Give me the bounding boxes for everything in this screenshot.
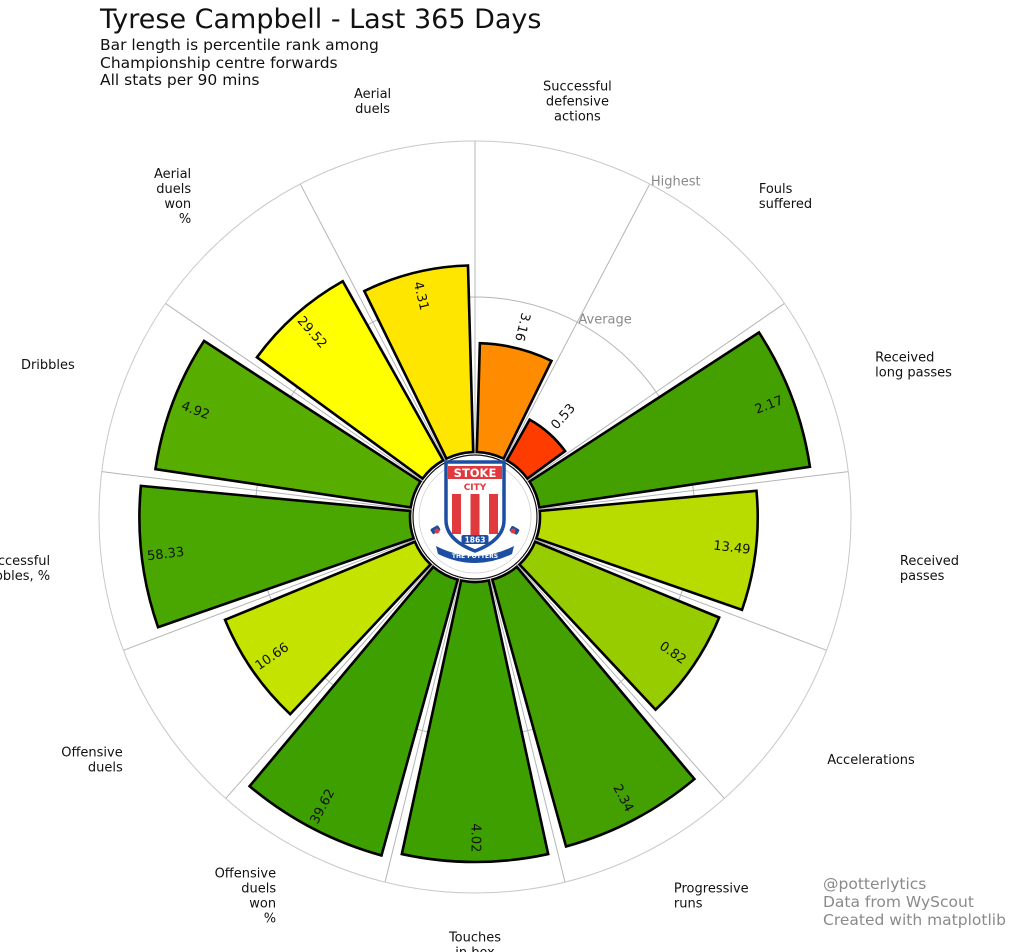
grid-spoke [489, 577, 566, 883]
bar-1 [527, 330, 812, 509]
credit-line: Data from WyScout [823, 893, 974, 911]
credit-line: Created with matplotlib [823, 911, 1006, 929]
grid-spoke [532, 538, 827, 651]
bar-0 [505, 417, 567, 481]
category-label-3: Accelerations [827, 753, 915, 768]
highest-ring [98, 140, 852, 894]
bar-7 [223, 540, 433, 717]
category-label-2: Received passes [900, 554, 959, 584]
crest-text-top: STOKE [454, 466, 497, 480]
category-label-0: Fouls suffered [759, 182, 812, 212]
grid-spoke [536, 471, 849, 511]
category-label-10: Aerial duels won% [154, 167, 191, 227]
bar-2 [534, 489, 759, 612]
chart-subtitle: Bar length is percentile rank among Cham… [100, 36, 379, 90]
subtitle-line: All stats per 90 mins [100, 71, 260, 89]
bar-4 [490, 565, 697, 849]
chart-credits: @potterlytics Data from WyScout Created … [823, 875, 1006, 929]
bar-11 [362, 264, 475, 461]
grid-spoke [525, 302, 785, 483]
category-label-5: Touchesin box [448, 931, 501, 952]
ring-labels: Average Highest [578, 175, 700, 328]
category-label-7: Offensive duels [61, 746, 123, 776]
bar-12 [475, 341, 554, 461]
bar-10 [255, 279, 445, 481]
bar-3 [517, 540, 721, 712]
bar-6 [247, 565, 460, 858]
grid-spoke [165, 302, 425, 483]
subtitle-line: Championship centre forwards [100, 53, 338, 72]
grid-spoke [515, 563, 725, 799]
ring-label-highest: Highest [651, 175, 701, 190]
value-label-11: 4.31 [410, 280, 431, 312]
value-label-2: 13.49 [712, 538, 751, 557]
category-labels: Fouls suffered Received long passes Received… [0, 79, 959, 952]
category-label-12: Successful defensive actions [543, 79, 612, 124]
bar-5 [400, 578, 550, 864]
chart-grid [98, 140, 852, 894]
value-label-8: 58.33 [146, 545, 185, 564]
value-label-12: 3.16 [511, 311, 532, 343]
bar-9 [153, 339, 423, 509]
grid-spoke [101, 471, 414, 511]
grid-spoke [503, 183, 651, 463]
club-crest-logo: STOKE CITY 1863 THE POTTERS [412, 454, 538, 580]
chart-title: Tyrese Campbell - Last 365 Days [100, 4, 542, 35]
subtitle-line: Bar length is percentile rank among [100, 36, 379, 54]
value-label-5: 4.02 [468, 823, 483, 852]
ring-label-average: Average [578, 313, 631, 328]
chart-bars [138, 264, 812, 864]
crest-text-mid: CITY [464, 483, 487, 493]
crest-year: 1863 [465, 536, 486, 545]
category-label-9: Dribbles [21, 358, 75, 373]
category-label-1: Received long passes [875, 351, 952, 381]
grid-spoke [299, 183, 447, 463]
grid-spoke [384, 577, 461, 883]
grid-spoke [123, 538, 418, 651]
category-label-4: Progressive runs [674, 881, 749, 911]
credit-line: @potterlytics [823, 875, 927, 893]
bar-8 [138, 484, 416, 629]
category-label-11: Aerial duels [354, 87, 391, 117]
value-label-0: 0.53 [548, 401, 578, 433]
category-label-8: Successfuldribbles, % [0, 554, 50, 584]
grid-spoke [225, 563, 435, 799]
crest-motto: THE POTTERS [452, 553, 498, 560]
category-label-6: Offensive duels won% [215, 866, 277, 926]
